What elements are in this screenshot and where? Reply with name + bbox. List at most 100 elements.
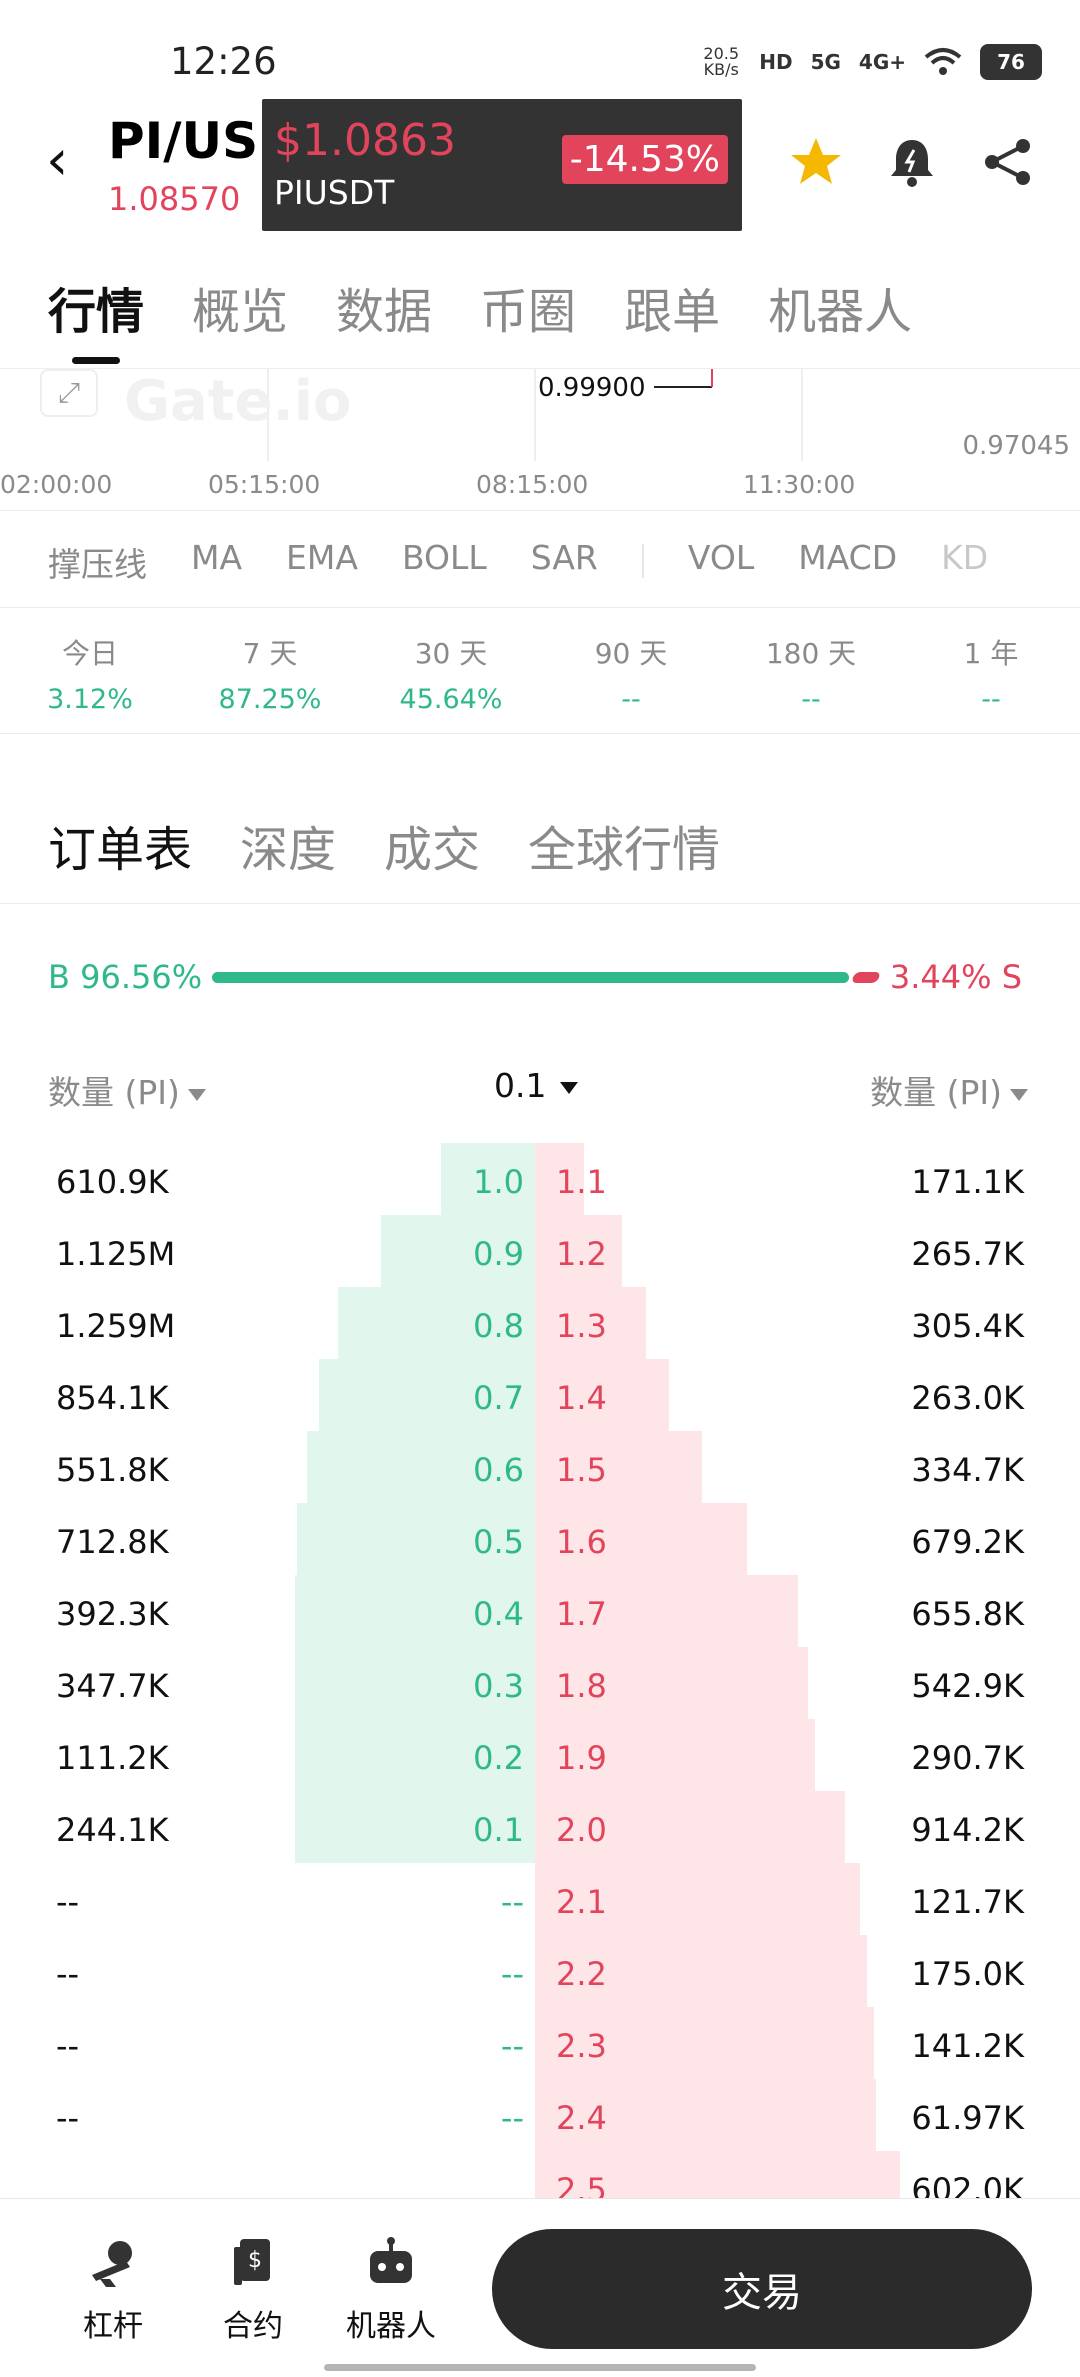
hd-icon: HD bbox=[759, 50, 793, 74]
sell-ratio-bar bbox=[850, 972, 882, 983]
bid-quantity: -- bbox=[56, 1883, 80, 1921]
tab-community[interactable]: 币圈 bbox=[480, 284, 577, 340]
ask-qty-header[interactable]: 数量 (PI) bbox=[870, 1066, 1028, 1114]
share-icon[interactable] bbox=[978, 132, 1038, 192]
order-book-row[interactable]: 392.3K 0.4 1.7 655.8K bbox=[0, 1575, 1080, 1647]
ask-price: 1.1 bbox=[556, 1163, 607, 1201]
indicator-ma[interactable]: MA bbox=[191, 538, 243, 577]
order-book-row[interactable]: 551.8K 0.6 1.5 334.7K bbox=[0, 1431, 1080, 1503]
order-book-row[interactable]: 712.8K 0.5 1.6 679.2K bbox=[0, 1503, 1080, 1575]
order-book-row[interactable]: 244.1K 0.1 2.0 914.2K bbox=[0, 1791, 1080, 1863]
ask-depth-bar bbox=[535, 1503, 747, 1575]
bid-qty-header[interactable]: 数量 (PI) bbox=[48, 1066, 206, 1114]
main-tabs: 行情 概览 数据 币圈 跟单 机器人 bbox=[48, 272, 912, 342]
back-button[interactable]: ‹ bbox=[46, 128, 69, 193]
divider bbox=[0, 903, 1080, 904]
order-book-row[interactable]: -- -- 2.1 121.7K bbox=[0, 1863, 1080, 1935]
order-book-row[interactable]: 2.5 602.0K bbox=[0, 2151, 1080, 2198]
price-chart[interactable]: ⤢ Gate.io 0.99900 0.97045 bbox=[0, 368, 1080, 509]
period-1y: 1 年 -- bbox=[921, 632, 1061, 715]
bid-depth-bar bbox=[441, 1143, 535, 1215]
ask-quantity: 290.7K bbox=[911, 1739, 1024, 1777]
tab-market[interactable]: 行情 bbox=[48, 284, 145, 340]
ask-price: 1.6 bbox=[556, 1523, 607, 1561]
time-tick: 08:15:00 bbox=[476, 470, 589, 499]
tab-overview[interactable]: 概览 bbox=[192, 284, 289, 340]
ask-quantity: 171.1K bbox=[911, 1163, 1024, 1201]
bid-quantity: 551.8K bbox=[56, 1451, 169, 1489]
tab-order-book[interactable]: 订单表 bbox=[48, 822, 193, 878]
ask-quantity: 914.2K bbox=[911, 1811, 1024, 1849]
indicator-kd[interactable]: KD bbox=[941, 538, 989, 577]
ask-depth-bar bbox=[535, 1359, 669, 1431]
period-label: 90 天 bbox=[594, 637, 668, 670]
bid-depth-bar bbox=[297, 1503, 535, 1575]
bid-price: -- bbox=[500, 2099, 524, 2137]
indicator-macd[interactable]: MACD bbox=[798, 538, 898, 577]
order-book-row[interactable]: 854.1K 0.7 1.4 263.0K bbox=[0, 1359, 1080, 1431]
indicator-boll[interactable]: BOLL bbox=[401, 538, 487, 577]
precision-select[interactable]: 0.1 bbox=[494, 1066, 579, 1105]
ask-depth-bar bbox=[535, 2079, 876, 2151]
indicator-vol[interactable]: VOL bbox=[687, 538, 755, 577]
bid-price: 0.7 bbox=[473, 1379, 524, 1417]
expand-icon[interactable]: ⤢ bbox=[40, 369, 98, 417]
ask-quantity: 334.7K bbox=[911, 1451, 1024, 1489]
indicator-sar[interactable]: SAR bbox=[530, 538, 598, 577]
order-book-row[interactable]: 610.9K 1.0 1.1 171.1K bbox=[0, 1143, 1080, 1215]
nav-bot[interactable]: 机器人 bbox=[336, 2235, 446, 2345]
orderbook-tabs: 订单表 深度 成交 全球行情 bbox=[48, 810, 720, 880]
sell-ratio: 3.44% S bbox=[889, 958, 1022, 996]
ask-quantity: 602.0K bbox=[911, 2171, 1024, 2198]
bid-price: 0.9 bbox=[473, 1235, 524, 1273]
bell-icon[interactable] bbox=[882, 132, 942, 192]
ask-price: 2.0 bbox=[556, 1811, 607, 1849]
tab-copy-trade[interactable]: 跟单 bbox=[624, 284, 721, 340]
buy-ratio-bar bbox=[212, 972, 849, 983]
period-label: 30 天 bbox=[414, 637, 488, 670]
ask-depth-bar bbox=[535, 1791, 845, 1863]
bid-price: 0.1 bbox=[473, 1811, 524, 1849]
star-icon[interactable] bbox=[786, 132, 846, 192]
indicator-ema[interactable]: EMA bbox=[286, 538, 358, 577]
ask-depth-bar bbox=[535, 1935, 867, 2007]
tab-trades[interactable]: 成交 bbox=[384, 822, 481, 878]
status-icons: 20.5 KB/s HD 5G 4G+ 76 bbox=[701, 44, 1042, 80]
chart-watermark: Gate.io bbox=[124, 369, 352, 434]
bid-depth-bar bbox=[381, 1215, 535, 1287]
tab-data[interactable]: 数据 bbox=[336, 284, 433, 340]
tab-global-market[interactable]: 全球行情 bbox=[528, 822, 721, 878]
order-book-row[interactable]: -- -- 2.3 141.2K bbox=[0, 2007, 1080, 2079]
nav-contract[interactable]: $ 合约 bbox=[198, 2235, 308, 2345]
order-book-row[interactable]: -- -- 2.2 175.0K bbox=[0, 1935, 1080, 2007]
nav-leverage[interactable]: 杠杆 bbox=[58, 2235, 168, 2345]
order-book-row[interactable]: 111.2K 0.2 1.9 290.7K bbox=[0, 1719, 1080, 1791]
period-today: 今日 3.12% bbox=[20, 632, 160, 715]
indicator-support[interactable]: 撑压线 bbox=[48, 545, 147, 584]
order-book-row[interactable]: 1.125M 0.9 1.2 265.7K bbox=[0, 1215, 1080, 1287]
ask-quantity: 679.2K bbox=[911, 1523, 1024, 1561]
contract-icon: $ bbox=[234, 2239, 270, 2285]
bid-price: 0.6 bbox=[473, 1451, 524, 1489]
robot-icon bbox=[370, 2237, 412, 2283]
price-marker-label: 0.99900 bbox=[538, 373, 646, 403]
order-book-row[interactable]: -- -- 2.4 61.97K bbox=[0, 2079, 1080, 2151]
order-book-row[interactable]: 347.7K 0.3 1.8 542.9K bbox=[0, 1647, 1080, 1719]
signal-4g-icon: 4G+ bbox=[858, 50, 906, 74]
ask-price: 2.2 bbox=[556, 1955, 607, 1993]
bid-depth-bar bbox=[319, 1359, 535, 1431]
ask-price: 1.3 bbox=[556, 1307, 607, 1345]
order-book-row[interactable]: 1.259M 0.8 1.3 305.4K bbox=[0, 1287, 1080, 1359]
bottom-nav: 杠杆 $ 合约 机器人 交易 bbox=[0, 2198, 1080, 2377]
trade-button[interactable]: 交易 bbox=[492, 2229, 1032, 2349]
bid-price: 0.8 bbox=[473, 1307, 524, 1345]
last-price: 1.08570 bbox=[108, 180, 241, 218]
period-7d: 7 天 87.25% bbox=[200, 632, 340, 715]
ask-price: 1.5 bbox=[556, 1451, 607, 1489]
indicator-separator bbox=[641, 544, 644, 578]
tab-depth[interactable]: 深度 bbox=[240, 822, 337, 878]
ask-depth-bar bbox=[535, 1431, 702, 1503]
ask-price: 2.5 bbox=[556, 2171, 607, 2198]
tab-bot[interactable]: 机器人 bbox=[768, 284, 913, 340]
bid-price: -- bbox=[500, 2027, 524, 2065]
